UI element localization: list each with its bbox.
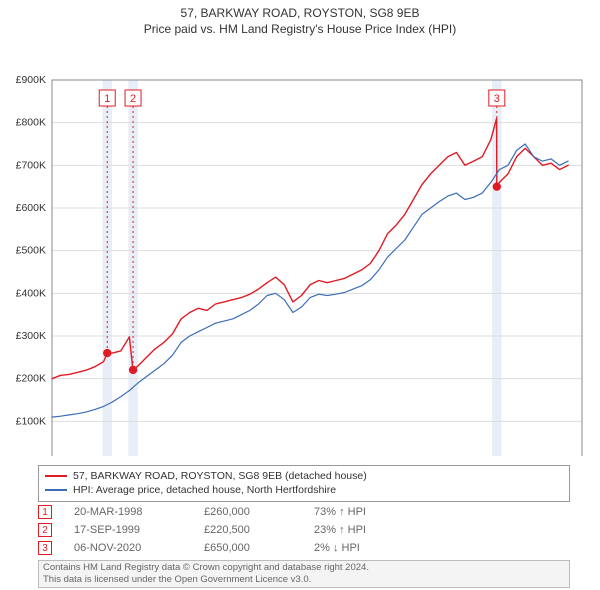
price-vs-hpi-chart: £0£100K£200K£300K£400K£500K£600K£700K£80… bbox=[0, 36, 600, 456]
svg-text:£700K: £700K bbox=[16, 159, 46, 171]
sale-row: 3 06-NOV-2020£650,0002% ↓ HPI bbox=[38, 539, 570, 557]
legend-label: HPI: Average price, detached house, Nort… bbox=[73, 483, 336, 497]
sale-date: 17-SEP-1999 bbox=[74, 524, 204, 536]
sale-date: 20-MAR-1998 bbox=[74, 506, 204, 518]
sale-price: £650,000 bbox=[204, 542, 314, 554]
title-subtitle: Price paid vs. HM Land Registry's House … bbox=[0, 20, 600, 36]
data-licence-footer: Contains HM Land Registry data © Crown c… bbox=[38, 560, 570, 588]
sale-marker-box: 1 bbox=[38, 505, 52, 519]
sale-price: £260,000 bbox=[204, 506, 314, 518]
title-address: 57, BARKWAY ROAD, ROYSTON, SG8 9EB bbox=[0, 6, 600, 20]
sale-row: 1 20-MAR-1998£260,00073% ↑ HPI bbox=[38, 503, 570, 521]
svg-text:£400K: £400K bbox=[16, 287, 46, 299]
svg-text:1: 1 bbox=[104, 93, 110, 105]
legend-swatch bbox=[45, 489, 67, 491]
sale-delta: 2% ↓ HPI bbox=[314, 542, 360, 554]
sales-table: 1 20-MAR-1998£260,00073% ↑ HPI 2 17-SEP-199… bbox=[38, 503, 570, 557]
legend-label: 57, BARKWAY ROAD, ROYSTON, SG8 9EB (deta… bbox=[73, 469, 367, 483]
footer-line1: Contains HM Land Registry data © Crown c… bbox=[43, 562, 565, 574]
legend-swatch bbox=[45, 475, 67, 477]
sale-marker-box: 3 bbox=[38, 541, 52, 555]
legend-box: 57, BARKWAY ROAD, ROYSTON, SG8 9EB (deta… bbox=[38, 465, 570, 502]
svg-text:3: 3 bbox=[494, 93, 500, 105]
svg-text:2: 2 bbox=[130, 93, 136, 105]
sale-delta: 23% ↑ HPI bbox=[314, 524, 366, 536]
svg-text:£900K: £900K bbox=[16, 74, 46, 86]
sale-row: 2 17-SEP-1999£220,50023% ↑ HPI bbox=[38, 521, 570, 539]
svg-text:£100K: £100K bbox=[16, 415, 46, 427]
svg-text:£600K: £600K bbox=[16, 202, 46, 214]
sale-delta: 73% ↑ HPI bbox=[314, 506, 366, 518]
chart-container: 57, BARKWAY ROAD, ROYSTON, SG8 9EB Price… bbox=[0, 0, 600, 590]
sale-price: £220,500 bbox=[204, 524, 314, 536]
footer-line2: This data is licensed under the Open Gov… bbox=[43, 574, 565, 586]
svg-text:£200K: £200K bbox=[16, 373, 46, 385]
sale-date: 06-NOV-2020 bbox=[74, 542, 204, 554]
svg-text:£800K: £800K bbox=[16, 117, 46, 129]
sale-marker-box: 2 bbox=[38, 523, 52, 537]
legend-row: 57, BARKWAY ROAD, ROYSTON, SG8 9EB (deta… bbox=[45, 469, 563, 483]
svg-text:£300K: £300K bbox=[16, 330, 46, 342]
title-block: 57, BARKWAY ROAD, ROYSTON, SG8 9EB Price… bbox=[0, 0, 600, 36]
legend-row: HPI: Average price, detached house, Nort… bbox=[45, 483, 563, 497]
svg-text:£500K: £500K bbox=[16, 245, 46, 257]
